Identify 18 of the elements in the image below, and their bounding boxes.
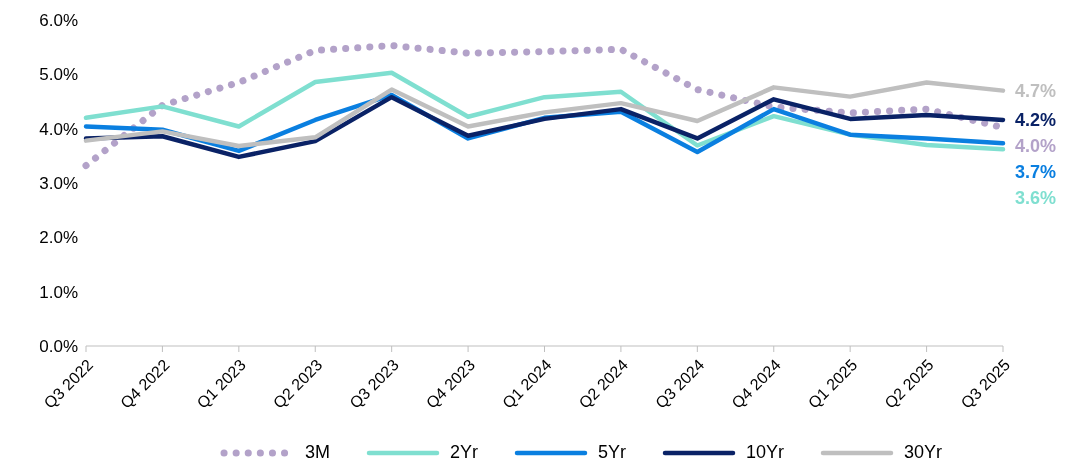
y-tick-label: 2.0% <box>39 228 78 248</box>
data-label: 4.0% <box>1015 135 1057 156</box>
legend-label: 5Yr <box>597 442 626 463</box>
data-label: 4.2% <box>1015 109 1057 130</box>
legend-label: 10Yr <box>745 442 785 463</box>
y-tick-label: 3.0% <box>39 174 78 194</box>
y-tick-label: 5.0% <box>39 65 78 85</box>
data-label: 3.6% <box>1015 187 1057 208</box>
y-tick-label: 4.0% <box>39 119 78 139</box>
data-label: 4.7% <box>1015 80 1057 101</box>
line-series <box>83 80 1006 149</box>
y-tick-label: 6.0% <box>39 11 78 31</box>
legend-label: 30Yr <box>904 442 943 463</box>
legend-label: 3M <box>304 442 330 463</box>
y-tick-label: 0.0% <box>39 337 78 357</box>
legend-label: 2Yr <box>449 442 478 463</box>
data-label: 3.7% <box>1015 161 1057 182</box>
y-tick-label: 1.0% <box>39 282 78 302</box>
